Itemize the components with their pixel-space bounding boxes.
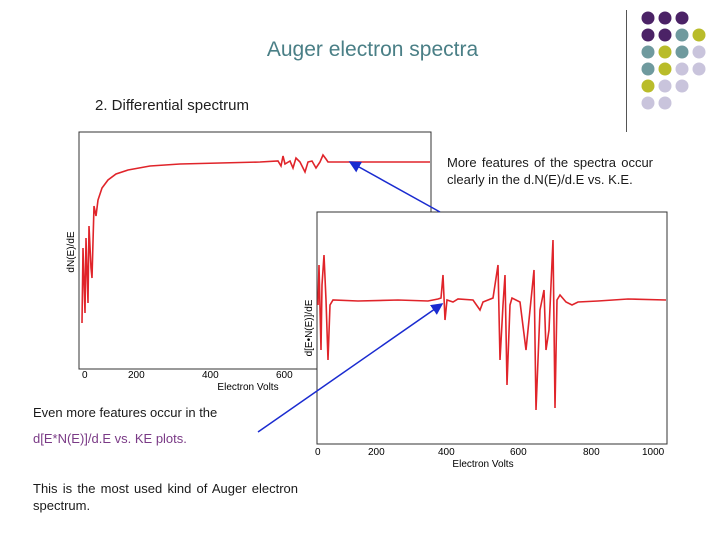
decor-dot bbox=[692, 28, 706, 42]
note-top: More features of the spectra occur clear… bbox=[447, 155, 653, 187]
chart2-xtick-1000: 1000 bbox=[642, 447, 665, 458]
chart2-xtick-200: 200 bbox=[368, 447, 385, 458]
chart2-trace bbox=[317, 239, 667, 411]
chart2-ylabel: d[E•N(E)]/dE bbox=[304, 299, 315, 356]
chart1-trace bbox=[81, 153, 430, 324]
chart1-xlabel: Electron Volts bbox=[217, 382, 278, 393]
decor-dot bbox=[675, 11, 689, 25]
note-mid-line2: d[E*N(E)]/d.E vs. KE plots. bbox=[33, 431, 187, 446]
decor-dot bbox=[692, 45, 706, 59]
chart1-xtick-200: 200 bbox=[128, 370, 145, 381]
decor-dot bbox=[675, 45, 689, 59]
decor-dot bbox=[641, 62, 655, 76]
decor-dot bbox=[641, 11, 655, 25]
decor-dot bbox=[641, 96, 655, 110]
arrow-to-chart2 bbox=[257, 303, 444, 433]
chart2-xlabel: Electron Volts bbox=[452, 459, 513, 470]
chart1-xtick-600: 600 bbox=[276, 370, 293, 381]
chart1-xtick-0: 0 bbox=[82, 370, 88, 381]
chart2-frame bbox=[316, 211, 668, 445]
chart2-xtick-0: 0 bbox=[315, 447, 321, 458]
decor-dot bbox=[641, 79, 655, 93]
decorative-divider bbox=[626, 10, 627, 132]
chart2-xtick-800: 800 bbox=[583, 447, 600, 458]
decor-dot bbox=[658, 62, 672, 76]
chart2-xtick-600: 600 bbox=[510, 447, 527, 458]
decor-dot bbox=[675, 28, 689, 42]
decorative-dot-grid bbox=[641, 11, 706, 110]
decor-dot bbox=[658, 45, 672, 59]
chart1-xtick-400: 400 bbox=[202, 370, 219, 381]
arrow-to-chart1 bbox=[348, 161, 441, 213]
note-bottom: This is the most used kind of Auger elec… bbox=[33, 481, 298, 513]
decor-dot bbox=[658, 28, 672, 42]
chart2-xtick-400: 400 bbox=[438, 447, 455, 458]
note-mid-line1: Even more features occur in the bbox=[33, 405, 218, 420]
slide-subtitle: 2. Differential spectrum bbox=[95, 97, 249, 114]
decor-dot bbox=[658, 96, 672, 110]
chart-dENdE: d[E•N(E)]/dE 0 200 400 600 800 1000 Elec… bbox=[304, 211, 668, 470]
decor-dot bbox=[641, 28, 655, 42]
decor-dot bbox=[675, 79, 689, 93]
decor-dot bbox=[675, 62, 689, 76]
decor-dot bbox=[692, 62, 706, 76]
decor-dot bbox=[641, 45, 655, 59]
slide-title: Auger electron spectra bbox=[266, 38, 479, 61]
chart1-ylabel: dN(E)/dE bbox=[66, 231, 77, 272]
decor-dot bbox=[658, 11, 672, 25]
decor-dot bbox=[658, 79, 672, 93]
